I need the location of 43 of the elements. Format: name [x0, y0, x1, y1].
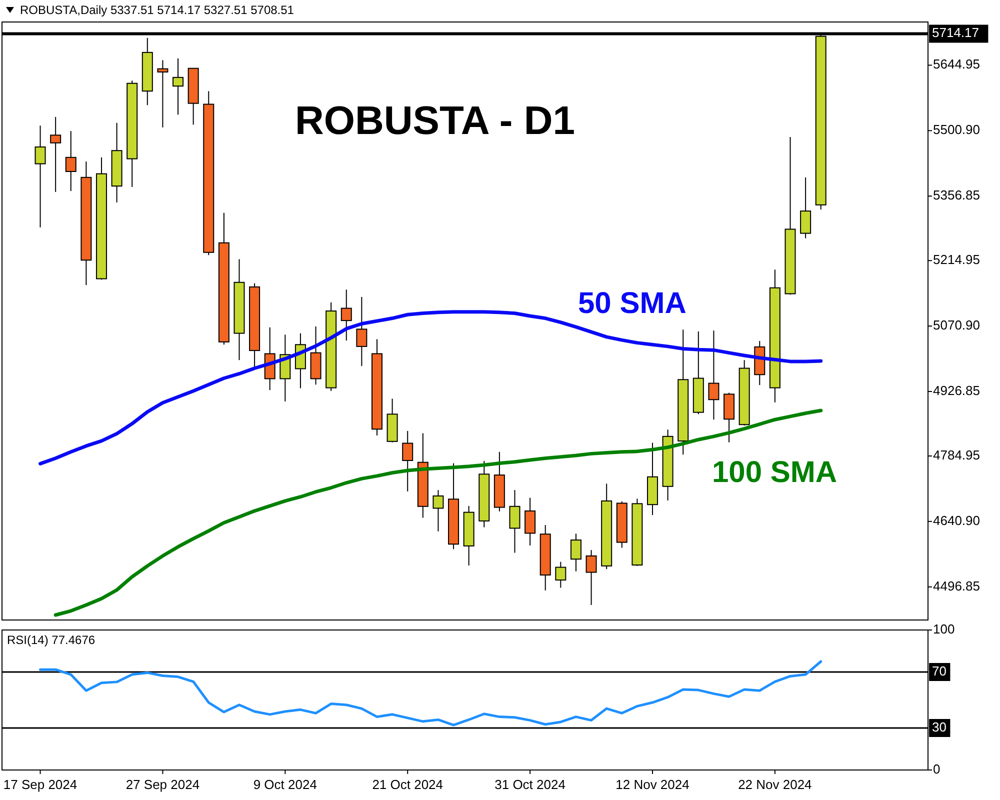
- candlestick: [555, 561, 566, 588]
- y-tick-label: 100: [933, 621, 955, 636]
- line-series: [39, 660, 822, 726]
- candlestick: [340, 289, 352, 342]
- y-tick-label: 5356.85: [933, 188, 980, 203]
- series-label: 100 SMA: [712, 456, 838, 489]
- chart-subtitle: ROBUSTA,Daily 5337.51 5714.17 5327.51 5708.51: [20, 3, 294, 17]
- y-tick-label: 5644.95: [933, 56, 980, 72]
- chart-title: RSI(14) 77.4676: [7, 633, 96, 647]
- y-tick-label: 4640.90: [933, 512, 980, 528]
- ref-line-label: 70: [932, 663, 946, 678]
- series-label: 50 SMA: [578, 287, 686, 320]
- x-tick-label: 12 Nov 2024: [616, 777, 690, 792]
- candlestick: [586, 550, 597, 606]
- x-tick-label: 21 Oct 2024: [372, 777, 444, 792]
- candlestick: [50, 116, 62, 192]
- y-tick-label: 0: [933, 761, 940, 776]
- text: ROBUSTA - D1: [295, 99, 575, 143]
- x-tick-label: 27 Sep 2024: [126, 777, 200, 792]
- candlestick: [402, 430, 414, 492]
- candlestick: [509, 490, 520, 554]
- y-tick-label: 5500.90: [933, 122, 980, 138]
- y-tick-label: 4784.95: [933, 447, 980, 462]
- x-tick-label: 31 Oct 2024: [494, 777, 566, 792]
- y-tick-label: 5070.90: [933, 317, 980, 332]
- candlestick: [708, 330, 720, 420]
- y-tick-label: 4926.85: [933, 382, 980, 398]
- x-tick-label: 17 Sep 2024: [3, 777, 78, 792]
- candlestick: [65, 130, 76, 192]
- ref-line-label: 5714.17: [932, 25, 979, 40]
- y-tick-label: 5214.95: [933, 252, 980, 268]
- candlestick: [432, 490, 444, 532]
- ref-line-label: 30: [932, 719, 946, 734]
- x-tick-label: 22 Nov 2024: [738, 777, 812, 792]
- candlestick: [800, 176, 812, 239]
- candlestick: [172, 58, 184, 116]
- x-tick-label: 9 Oct 2024: [253, 777, 317, 792]
- candlestick: [34, 125, 46, 228]
- candlestick: [524, 497, 536, 546]
- candlestick: [157, 60, 168, 128]
- candlestick: [570, 533, 582, 572]
- y-tick-label: 4496.85: [933, 578, 980, 594]
- candlestick: [356, 296, 368, 366]
